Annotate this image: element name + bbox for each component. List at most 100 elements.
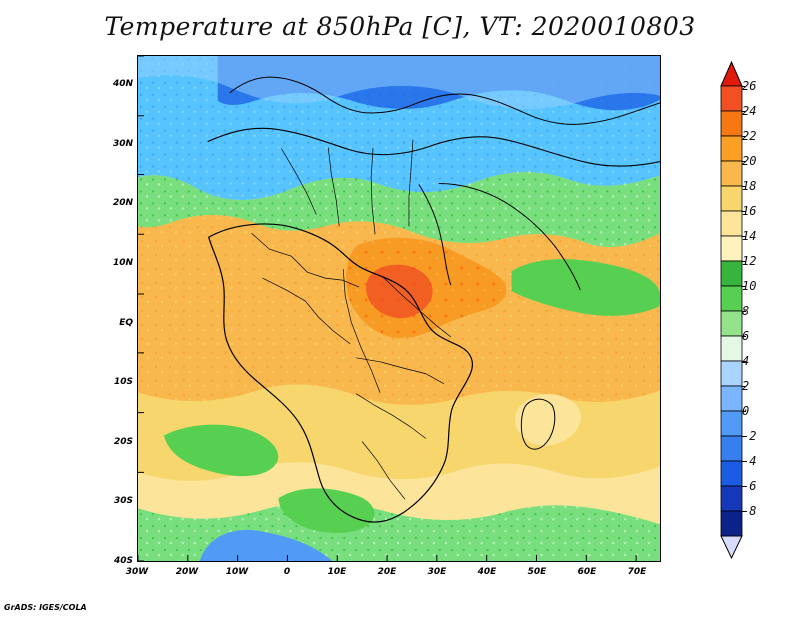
colorbar-segment-24-26 [720, 85, 743, 112]
country-boundaries-2 [262, 277, 351, 345]
colorbar-segment-minus4-minus2 [720, 435, 743, 462]
temperature-map [137, 55, 661, 562]
colorbar-segment-2-4 [720, 360, 743, 387]
grads-credit: GrADS: IGES/COLA [4, 603, 87, 612]
colorbar-tick-4 [742, 361, 746, 362]
temperature-colorbar [720, 60, 743, 560]
colorbar-label-4: 4 [742, 354, 750, 368]
country-boundaries-8 [281, 148, 317, 215]
colorbar-top-arrow [720, 60, 743, 87]
colorbar-tick-minus6 [742, 486, 746, 487]
temperature-colorbar-svg [720, 60, 743, 560]
longitude-label-10e: 10E [327, 567, 347, 577]
colorbar-label-18: 18 [742, 179, 757, 193]
colorbar-segment-minus2-0 [720, 410, 743, 437]
colorbar-segment-18-20 [720, 160, 743, 187]
colorbar-tick-6 [742, 336, 746, 337]
colorbar-segment-16-18 [720, 185, 743, 212]
temperature-map-svg [138, 56, 660, 561]
indian-ocean-green-patch [511, 259, 660, 316]
longitude-tick-marks [138, 555, 637, 561]
colorbar-tick-20 [742, 161, 746, 162]
colorbar-tick-2 [742, 386, 746, 387]
colorbar-tick-12 [742, 261, 746, 262]
atlantic-green-patch-2 [278, 488, 375, 534]
colorbar-label-minus2: -2 [742, 429, 757, 443]
country-boundaries-7 [361, 441, 406, 500]
longitude-label-40e: 40E [477, 567, 497, 577]
country-boundaries-5 [356, 357, 444, 385]
latitude-label-eq: EQ [119, 318, 133, 328]
colorbar-tick-minus2 [742, 436, 746, 437]
colorbar-label-10: 10 [742, 279, 757, 293]
colorbar-tick-minus4 [742, 461, 746, 462]
latitude-label-20s: 20S [113, 437, 133, 447]
colorbar-label-12: 12 [742, 254, 757, 268]
colorbar-tick-22 [742, 136, 746, 137]
longitude-label-10w: 10W [225, 567, 249, 577]
colorbar-segment-below-minus8 [720, 510, 743, 537]
colorbar-label-minus6: -6 [742, 479, 757, 493]
map-title: Temperature at 850hPa [C], VT: 202001080… [104, 12, 696, 41]
colorbar-segment-minus6-minus4 [720, 460, 743, 487]
longitude-label-30w: 30W [125, 567, 149, 577]
colorbar-tick-minus8 [742, 511, 746, 512]
colorbar-label-26: 26 [742, 79, 757, 93]
colorbar-label-minus4: -4 [742, 454, 757, 468]
colorbar-bottom-arrow [720, 535, 743, 560]
country-boundaries-6 [355, 393, 427, 439]
colorbar-label-14: 14 [742, 229, 757, 243]
colorbar-tick-8 [742, 311, 746, 312]
latitude-label-30s: 30S [113, 496, 133, 506]
south-blue-tongue [199, 529, 333, 561]
latitude-label-40s: 40S [113, 556, 133, 566]
colorbar-label-20: 20 [742, 154, 757, 168]
africa-coastline [208, 223, 473, 523]
north-green-transition [138, 172, 660, 248]
latitude-tick-marks [138, 56, 144, 561]
longitude-label-70e: 70E [627, 567, 647, 577]
colorbar-segment-0-2 [720, 385, 743, 412]
longitude-label-20w: 20W [175, 567, 199, 577]
colorbar-label-2: 2 [742, 379, 750, 393]
country-boundaries-11 [408, 139, 414, 227]
latitude-label-30n: 30N [112, 139, 133, 149]
country-boundaries-3 [342, 269, 381, 393]
colorbar-label-minus8: -8 [742, 504, 757, 518]
north-upper-light-cool [138, 56, 660, 110]
colorbar-label-0: 0 [742, 404, 750, 418]
latitude-label-40n: 40N [112, 79, 133, 89]
longitude-label-30e: 30E [427, 567, 447, 577]
arabia-coast [438, 182, 581, 291]
colorbar-tick-10 [742, 286, 746, 287]
colorbar-tick-24 [742, 111, 746, 112]
colorbar-segment-8-10 [720, 285, 743, 312]
colorbar-segment-4-6 [720, 335, 743, 362]
red-sea-coast [418, 184, 452, 286]
country-boundaries-4 [382, 276, 452, 338]
colorbar-label-24: 24 [742, 104, 757, 118]
latitude-label-20n: 20N [112, 198, 133, 208]
colorbar-segment-12-14 [720, 235, 743, 262]
colorbar-segment-14-16 [720, 210, 743, 237]
colorbar-tick-14 [742, 236, 746, 237]
colorbar-label-22: 22 [742, 129, 757, 143]
country-boundaries-9 [327, 147, 340, 227]
madagascar-warm-patch [515, 394, 581, 446]
longitude-label-0: 0 [283, 567, 291, 577]
longitude-label-50e: 50E [527, 567, 547, 577]
colorbar-tick-0 [742, 411, 746, 412]
colorbar-segment-22-24 [720, 110, 743, 137]
colorbar-label-6: 6 [742, 329, 750, 343]
country-boundaries-10 [370, 147, 376, 235]
colorbar-tick-18 [742, 186, 746, 187]
country-boundaries-1 [251, 233, 360, 288]
colorbar-segment-10-12 [720, 260, 743, 287]
colorbar-tick-16 [742, 211, 746, 212]
longitude-label-20e: 20E [377, 567, 397, 577]
colorbar-segment-20-22 [720, 135, 743, 162]
north-africa-coastline [207, 127, 660, 167]
colorbar-segment-6-8 [720, 310, 743, 337]
colorbar-label-16: 16 [742, 204, 757, 218]
madagascar-coast [520, 398, 556, 450]
